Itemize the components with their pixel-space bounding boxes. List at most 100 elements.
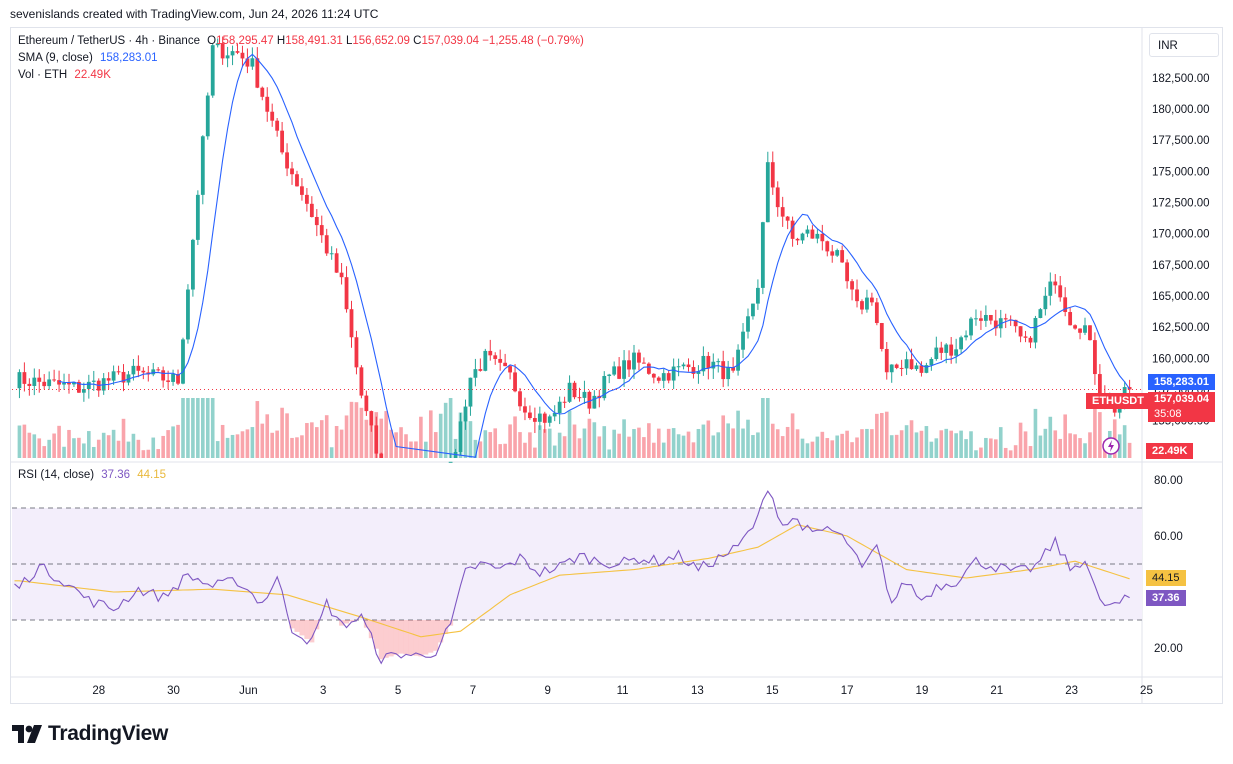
candle-body bbox=[607, 374, 612, 377]
candle-body bbox=[126, 374, 131, 383]
volume-bar bbox=[1053, 430, 1058, 458]
candle-body bbox=[166, 380, 171, 382]
candle-body bbox=[587, 391, 592, 409]
volume-bar bbox=[1033, 408, 1038, 458]
volume-bar bbox=[290, 437, 294, 458]
volume-bar bbox=[686, 431, 691, 458]
candle-body bbox=[265, 96, 270, 112]
volume-bar bbox=[1093, 399, 1097, 458]
time-axis-tick: 30 bbox=[167, 685, 180, 697]
rsi-legend[interactable]: RSI (14, close) 37.36 44.15 bbox=[18, 469, 170, 481]
candle-body bbox=[136, 365, 141, 371]
candle-body bbox=[57, 380, 61, 385]
volume-bar bbox=[889, 435, 894, 458]
volume-bar bbox=[989, 438, 993, 458]
candle-body bbox=[295, 174, 299, 187]
volume-bar bbox=[468, 421, 473, 458]
volume-bar bbox=[572, 424, 577, 458]
price-axis-tick: 160,000.00 bbox=[1152, 353, 1210, 365]
candle-body bbox=[32, 377, 37, 386]
volume-bar bbox=[884, 411, 889, 458]
volume-bar bbox=[800, 438, 805, 458]
candle-body bbox=[830, 251, 835, 256]
volume-bar bbox=[904, 425, 909, 458]
candle-body bbox=[676, 366, 681, 368]
candle-body bbox=[815, 233, 820, 239]
time-axis-tick: 13 bbox=[691, 685, 704, 697]
volume-bar bbox=[1083, 443, 1087, 458]
price-axis-tick: 165,000.00 bbox=[1152, 291, 1210, 303]
low-value: 156,652.09 bbox=[352, 35, 410, 47]
volume-bar bbox=[399, 427, 403, 458]
volume-bar bbox=[964, 439, 968, 458]
candle-body bbox=[235, 51, 240, 53]
currency-button[interactable]: INR bbox=[1149, 33, 1219, 57]
candle-body bbox=[161, 370, 166, 381]
volume-legend[interactable]: Vol · ETH 22.49K bbox=[18, 69, 115, 81]
volume-value: 22.49K bbox=[74, 69, 111, 81]
volume-bar bbox=[533, 447, 537, 458]
volume-bar bbox=[711, 435, 716, 458]
volume-bar bbox=[766, 398, 770, 458]
candle-body bbox=[656, 377, 661, 381]
volume-bar bbox=[438, 413, 443, 458]
candle-body bbox=[1093, 340, 1097, 375]
candle-body bbox=[493, 355, 498, 359]
volume-bar bbox=[518, 432, 522, 458]
candle-body bbox=[686, 364, 691, 368]
candle-body bbox=[993, 320, 998, 329]
candle-body bbox=[770, 162, 775, 188]
volume-bar bbox=[756, 432, 760, 458]
volume-bar bbox=[404, 434, 408, 458]
rsi-oversold-fill bbox=[418, 620, 424, 657]
volume-bars bbox=[17, 398, 1132, 458]
volume-bar bbox=[364, 419, 369, 458]
candle-body bbox=[869, 297, 874, 303]
volume-bar bbox=[1008, 450, 1013, 458]
volume-bar bbox=[587, 418, 592, 458]
sma-legend[interactable]: SMA (9, close) 158,283.01 bbox=[18, 52, 162, 64]
candle-body bbox=[860, 301, 864, 310]
candle-body bbox=[622, 360, 626, 379]
open-value: 158,295.47 bbox=[216, 35, 274, 47]
volume-bar bbox=[473, 439, 478, 458]
volume-bar bbox=[998, 427, 1003, 458]
volume-bar bbox=[448, 398, 453, 458]
candle-body bbox=[810, 229, 815, 239]
candle-body bbox=[181, 339, 185, 384]
candle-body bbox=[1073, 325, 1077, 329]
price-axis-tick: 175,000.00 bbox=[1152, 166, 1210, 178]
rsi-oversold-fill bbox=[294, 620, 300, 632]
volume-bar bbox=[746, 419, 750, 458]
candle-body bbox=[67, 382, 71, 385]
volume-bar bbox=[567, 410, 572, 458]
last-price-value: 157,039.04 bbox=[1154, 393, 1210, 405]
candle-body bbox=[746, 316, 750, 332]
volume-bar bbox=[1048, 416, 1053, 458]
candle-body bbox=[334, 253, 339, 273]
volume-bar bbox=[1023, 431, 1028, 458]
candle-body bbox=[240, 52, 245, 59]
candle-body bbox=[205, 95, 210, 137]
last-price-tag: 157,039.04 35:08 bbox=[1148, 392, 1216, 422]
volume-bar bbox=[1038, 435, 1043, 458]
volume-bar bbox=[324, 415, 329, 458]
tradingview-logo: TradingView bbox=[12, 722, 168, 746]
volume-bar bbox=[706, 420, 711, 458]
volume-bar bbox=[825, 438, 830, 458]
candle-body bbox=[369, 411, 374, 426]
symbol-title[interactable]: Ethereum / TetherUS · 4h · Binance bbox=[18, 35, 200, 47]
volume-bar bbox=[508, 424, 512, 458]
candle-body bbox=[701, 355, 706, 372]
candle-body bbox=[319, 225, 324, 236]
candle-body bbox=[17, 372, 22, 389]
candle-body bbox=[706, 355, 711, 369]
volume-bar bbox=[359, 407, 364, 458]
candle-body bbox=[939, 347, 944, 353]
candle-body bbox=[379, 453, 384, 458]
volume-bar bbox=[67, 429, 71, 458]
rsi-ma-value: 44.15 bbox=[137, 469, 167, 481]
volume-bar bbox=[186, 398, 190, 458]
volume-bar bbox=[310, 422, 314, 458]
